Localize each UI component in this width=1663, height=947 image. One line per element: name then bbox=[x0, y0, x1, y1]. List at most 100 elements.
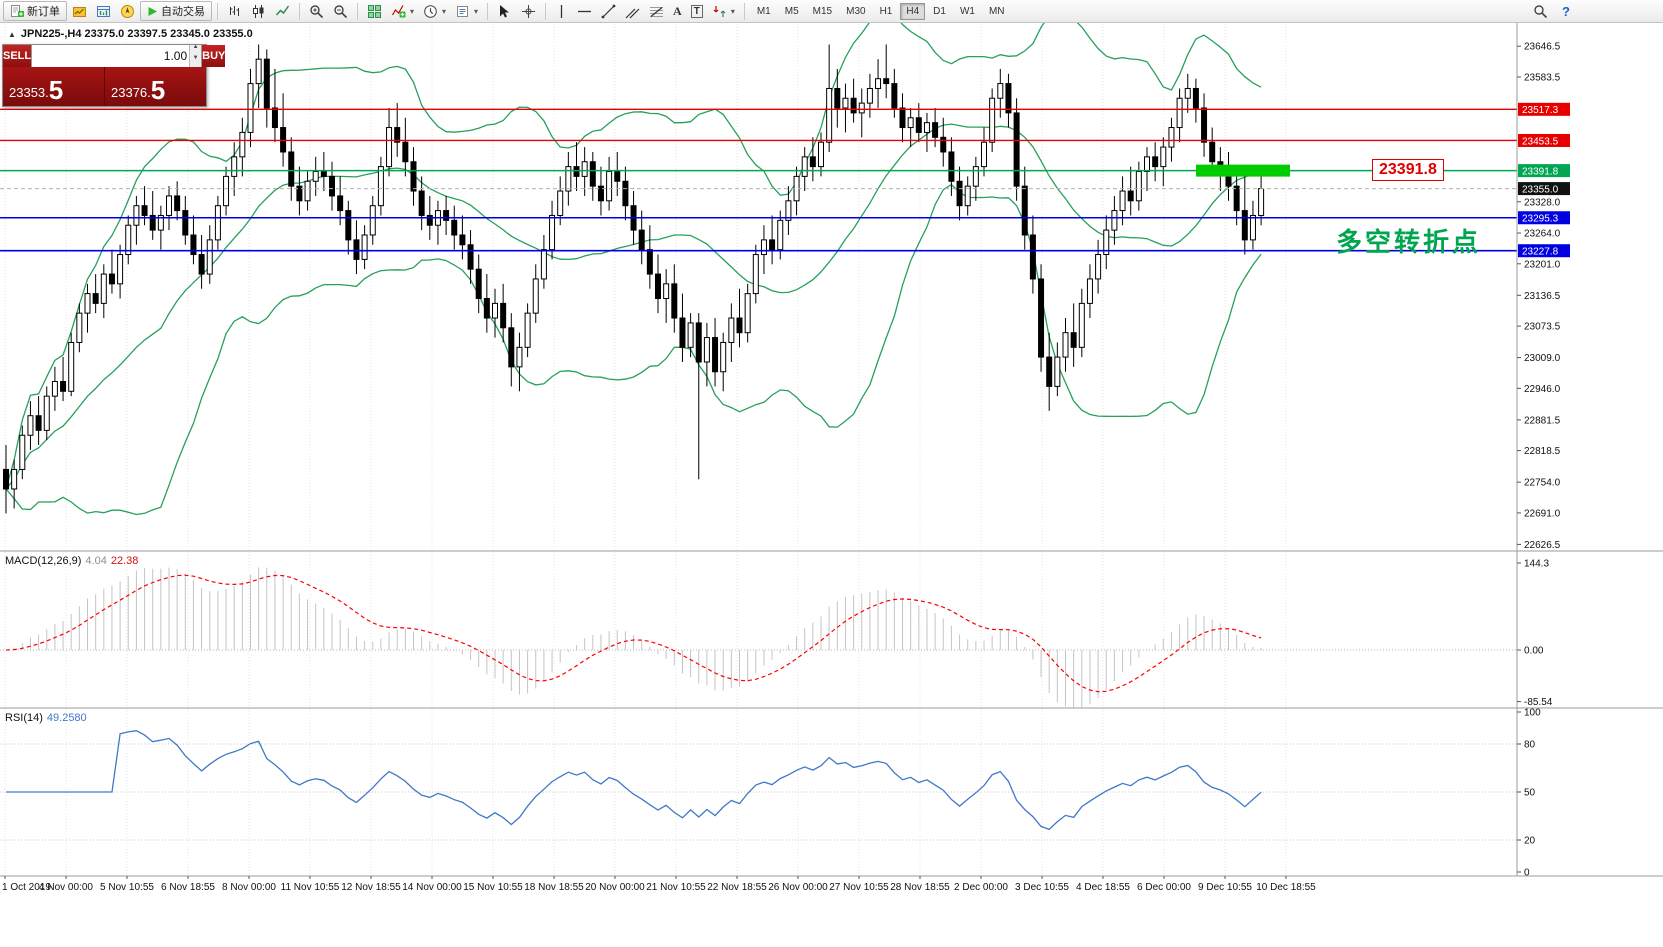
fibonacci-icon bbox=[649, 4, 664, 19]
market-watch-button[interactable] bbox=[68, 1, 91, 21]
fibonacci-tool-button[interactable] bbox=[645, 1, 668, 21]
timeframe-m15-button[interactable]: M15 bbox=[807, 3, 838, 20]
oneclick-collapse-arrow[interactable]: ▲ bbox=[8, 29, 16, 39]
svg-text:23391.8: 23391.8 bbox=[1522, 166, 1559, 177]
templates-button[interactable]: ▾ bbox=[451, 1, 482, 21]
crosshair-button[interactable] bbox=[517, 1, 540, 21]
svg-text:12 Nov 18:55: 12 Nov 18:55 bbox=[341, 882, 401, 893]
bar-chart-button[interactable] bbox=[223, 1, 246, 21]
svg-text:80: 80 bbox=[1524, 740, 1536, 751]
svg-text:23517.3: 23517.3 bbox=[1522, 105, 1559, 116]
volume-spinner: ▲ ▼ bbox=[189, 44, 202, 67]
channel-icon bbox=[625, 4, 640, 19]
svg-text:23136.5: 23136.5 bbox=[1524, 291, 1561, 302]
horizontal-line-tool-button[interactable] bbox=[573, 1, 596, 21]
templates-icon bbox=[455, 4, 470, 19]
volume-decrease-button[interactable]: ▼ bbox=[190, 55, 202, 67]
cycles-button[interactable]: ▾ bbox=[419, 1, 450, 21]
text-label-tool-button[interactable]: T bbox=[687, 1, 707, 21]
volume-input[interactable] bbox=[32, 45, 190, 67]
svg-text:27 Nov 10:55: 27 Nov 10:55 bbox=[829, 882, 889, 893]
svg-text:23227.8: 23227.8 bbox=[1522, 247, 1559, 258]
indicators-button[interactable]: ▾ bbox=[387, 1, 418, 21]
timeframe-m30-button[interactable]: M30 bbox=[840, 3, 871, 20]
trendline-icon bbox=[601, 4, 616, 19]
svg-text:-85.54: -85.54 bbox=[1524, 697, 1553, 708]
tile-windows-button[interactable] bbox=[363, 1, 386, 21]
pivot-annotation-text[interactable]: 多空转折点 bbox=[1336, 227, 1482, 257]
svg-text:23295.3: 23295.3 bbox=[1522, 214, 1559, 225]
svg-text:22626.5: 22626.5 bbox=[1524, 540, 1561, 551]
navigator-icon bbox=[120, 4, 135, 19]
svg-text:1 Oct 2019: 1 Oct 2019 bbox=[2, 882, 51, 893]
text-tool-icon: A bbox=[673, 3, 682, 18]
sell-button[interactable]: SELL bbox=[3, 45, 32, 67]
buy-button[interactable]: BUY bbox=[202, 45, 226, 67]
svg-text:22881.5: 22881.5 bbox=[1524, 415, 1561, 426]
svg-text:8 Nov 00:00: 8 Nov 00:00 bbox=[222, 882, 276, 893]
cursor-icon bbox=[497, 4, 512, 19]
main-toolbar: 新订单 自动交易 bbox=[0, 0, 1663, 23]
vertical-line-icon bbox=[555, 4, 568, 19]
timeframe-m1-button[interactable]: M1 bbox=[751, 3, 777, 20]
zoom-out-icon bbox=[333, 4, 348, 19]
svg-text:22946.0: 22946.0 bbox=[1524, 384, 1561, 395]
svg-text:23073.5: 23073.5 bbox=[1524, 322, 1561, 333]
channel-tool-button[interactable] bbox=[621, 1, 644, 21]
svg-text:26 Nov 00:00: 26 Nov 00:00 bbox=[768, 882, 828, 893]
svg-text:23264.0: 23264.0 bbox=[1524, 229, 1561, 240]
toolbar-separator bbox=[217, 2, 218, 20]
timeframe-h4-button[interactable]: H4 bbox=[900, 2, 926, 20]
zoom-out-button[interactable] bbox=[329, 1, 352, 21]
symbol-title: JPN225-,H4 23375.0 23397.5 23345.0 23355… bbox=[20, 28, 253, 40]
cursor-button[interactable] bbox=[493, 1, 516, 21]
svg-text:23453.5: 23453.5 bbox=[1522, 136, 1559, 147]
timeframe-h1-button[interactable]: H1 bbox=[874, 3, 899, 20]
sell-price[interactable]: 23353. 5 bbox=[3, 67, 104, 106]
price-callout-label[interactable]: 23391.8 bbox=[1372, 159, 1444, 181]
svg-text:50: 50 bbox=[1524, 788, 1536, 799]
search-button[interactable] bbox=[1529, 1, 1552, 21]
svg-text:20 Nov 00:00: 20 Nov 00:00 bbox=[585, 882, 645, 893]
svg-text:23328.0: 23328.0 bbox=[1524, 197, 1561, 208]
buy-price[interactable]: 23376. 5 bbox=[104, 67, 206, 106]
vertical-line-tool-button[interactable] bbox=[551, 1, 572, 21]
svg-text:10 Dec 18:55: 10 Dec 18:55 bbox=[1256, 882, 1316, 893]
cycles-clock-icon bbox=[423, 4, 438, 19]
sell-price-big-digit: 5 bbox=[48, 75, 64, 105]
candlestick-chart-button[interactable] bbox=[247, 1, 270, 21]
svg-text:22754.0: 22754.0 bbox=[1524, 478, 1561, 489]
text-label-icon: T bbox=[690, 4, 703, 18]
svg-text:21 Nov 10:55: 21 Nov 10:55 bbox=[646, 882, 706, 893]
timeframe-m5-button[interactable]: M5 bbox=[779, 3, 805, 20]
macd-signal-value: 22.38 bbox=[110, 555, 139, 567]
candlestick-chart-icon bbox=[251, 4, 266, 19]
market-watch-icon bbox=[72, 4, 87, 19]
svg-text:2 Dec 00:00: 2 Dec 00:00 bbox=[954, 882, 1008, 893]
navigator-button[interactable] bbox=[116, 1, 139, 21]
data-window-button[interactable] bbox=[92, 1, 115, 21]
chevron-down-icon: ▾ bbox=[442, 6, 447, 16]
timeframe-w1-button[interactable]: W1 bbox=[954, 3, 981, 20]
help-button[interactable]: ? bbox=[1558, 1, 1574, 21]
svg-text:144.3: 144.3 bbox=[1524, 559, 1549, 570]
line-chart-button[interactable] bbox=[271, 1, 294, 21]
new-order-button[interactable]: 新订单 bbox=[3, 1, 67, 21]
toolbar-separator bbox=[299, 2, 300, 20]
macd-name: MACD(12,26,9) bbox=[5, 555, 82, 567]
svg-text:18 Nov 18:55: 18 Nov 18:55 bbox=[524, 882, 584, 893]
indicators-icon bbox=[391, 4, 406, 19]
autotrading-button[interactable]: 自动交易 bbox=[140, 1, 212, 21]
volume-increase-button[interactable]: ▲ bbox=[190, 44, 202, 56]
rsi-name: RSI(14) bbox=[5, 712, 43, 724]
text-tool-button[interactable]: A bbox=[669, 1, 686, 21]
trendline-tool-button[interactable] bbox=[597, 1, 620, 21]
zoom-in-button[interactable] bbox=[305, 1, 328, 21]
bar-chart-icon bbox=[227, 4, 242, 19]
timeframe-d1-button[interactable]: D1 bbox=[927, 3, 952, 20]
arrows-tool-button[interactable]: ▾ bbox=[708, 1, 739, 21]
timeframe-mn-button[interactable]: MN bbox=[983, 3, 1011, 20]
svg-text:22818.5: 22818.5 bbox=[1524, 446, 1561, 457]
horizontal-line-icon bbox=[577, 5, 592, 18]
